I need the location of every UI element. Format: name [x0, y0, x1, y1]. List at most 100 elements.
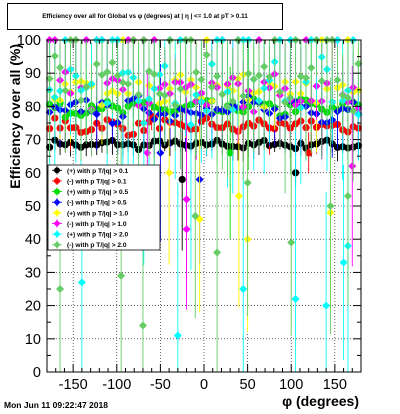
data-point [178, 175, 186, 184]
data-point [213, 72, 222, 81]
legend: (+) with p T/|q| > 0.1 (-) with p T/|q| >… [47, 164, 161, 251]
chart-title-box: Efficiency over all for Global vs φ (deg… [7, 3, 283, 30]
data-point [138, 321, 147, 330]
legend-label: (+) with p T/|q| > 0.1 [67, 168, 129, 175]
data-point [286, 93, 295, 102]
y-tick-label: 20 [25, 299, 41, 315]
chart-title: Efficiency over all for Global vs φ (deg… [42, 13, 248, 20]
x-tick-label: 50 [240, 377, 256, 393]
legend-label: (+) with p T/|q| > 2.0 [67, 232, 129, 239]
data-point [226, 149, 234, 157]
data-point [176, 84, 185, 93]
data-point [191, 211, 200, 220]
y-tick-label: 80 [25, 99, 41, 115]
data-point [354, 59, 363, 68]
data-point [265, 72, 274, 81]
data-point [171, 101, 180, 110]
data-point [243, 178, 252, 187]
data-point [326, 202, 335, 210]
data-point [45, 74, 54, 83]
legend-label: (-) with p T/|q| > 1.0 [67, 221, 127, 228]
data-point [124, 79, 133, 88]
data-point [275, 87, 284, 96]
data-point [348, 162, 357, 171]
y-tick-label: 40 [25, 232, 41, 248]
data-point [213, 248, 222, 257]
data-point [82, 82, 91, 91]
data-point [77, 96, 86, 105]
y-tick-label: 70 [25, 133, 41, 149]
x-tick-label: -50 [150, 377, 171, 393]
data-point [92, 110, 101, 119]
data-point [50, 52, 59, 61]
data-point [239, 92, 248, 101]
legend-label: (+) with p T/|q| > 1.0 [67, 210, 129, 217]
data-point [228, 97, 237, 106]
x-axis-label: φ (degrees) [282, 393, 359, 409]
legend-label: (-) with p T/|q| > 0.1 [67, 178, 127, 185]
data-point [103, 68, 112, 77]
timestamp: Mon Jun 11 09:22:47 2018 [4, 400, 108, 410]
data-point [302, 73, 311, 82]
data-point [56, 63, 65, 72]
legend-marker [54, 177, 60, 184]
data-point [239, 285, 248, 293]
data-point [287, 238, 296, 247]
data-point [223, 102, 232, 111]
data-point [322, 301, 331, 310]
data-point [61, 86, 70, 95]
x-tick-label: -100 [102, 377, 131, 393]
legend-label: (+) with p T/|q| > 0.5 [67, 189, 129, 196]
legend-marker [53, 209, 61, 217]
y-axis-label: Efficiency over all (%) [7, 44, 23, 189]
legend-marker [53, 241, 61, 249]
data-point [108, 119, 117, 128]
data-point [202, 50, 211, 59]
y-tick-label: 100 [17, 33, 41, 49]
axes: 0 10 20 30 40 50 60 70 80 90 100 -150 -100 -50 0 50 100 1… [17, 33, 361, 393]
data-point [192, 68, 201, 77]
data-point [108, 58, 117, 67]
y-tick-label: 10 [25, 332, 41, 348]
y-tick-label: 50 [25, 199, 41, 215]
data-point [186, 120, 195, 129]
legend-marker [54, 188, 60, 195]
data-point [82, 141, 90, 149]
data-point [254, 71, 263, 80]
data-point [165, 168, 174, 177]
data-point [156, 148, 165, 157]
data-point [339, 258, 348, 267]
data-point [197, 75, 206, 84]
legend-marker [53, 230, 61, 238]
data-point [207, 82, 216, 91]
data-point [218, 90, 227, 99]
data-point [117, 271, 126, 280]
data-point [291, 294, 300, 303]
data-point [182, 195, 191, 204]
legend-marker [54, 167, 60, 174]
data-point [307, 63, 316, 72]
data-point [56, 285, 65, 293]
legend-marker [53, 219, 61, 227]
data-point [343, 192, 352, 201]
data-point [333, 76, 342, 85]
y-tick-label: 0 [33, 365, 41, 381]
data-point [173, 331, 182, 340]
data-point [317, 77, 326, 86]
y-tick-label: 90 [25, 66, 41, 82]
data-point [281, 98, 290, 107]
y-tick-label: 30 [25, 265, 41, 281]
legend-label: (-) with p T/|q| > 2.0 [67, 242, 127, 249]
legend-label: (-) with p T/|q| > 0.5 [67, 200, 127, 207]
data-point [150, 70, 159, 79]
data-point [305, 149, 313, 157]
data-point [145, 67, 154, 76]
x-tick-label: 100 [279, 377, 303, 393]
x-tick-label: 150 [323, 377, 347, 393]
legend-marker [53, 198, 61, 206]
data-point [160, 91, 169, 100]
y-tick-label: 60 [25, 166, 41, 182]
legend-box [47, 164, 161, 251]
series-8 [45, 36, 363, 372]
